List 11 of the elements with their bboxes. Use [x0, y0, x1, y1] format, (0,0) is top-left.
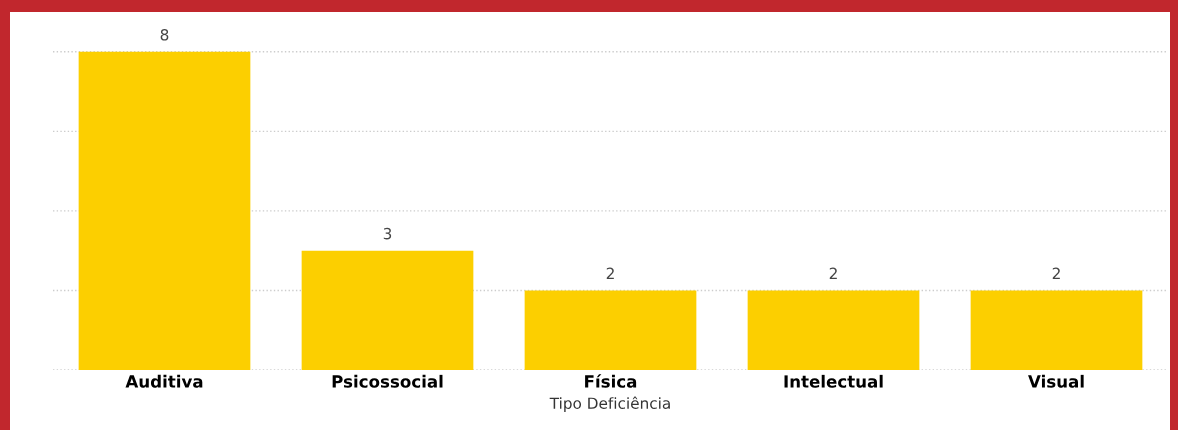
data-label: 2	[606, 267, 614, 279]
x-tick-label: Física	[585, 374, 637, 388]
data-label: 8	[160, 28, 169, 41]
x-tick-label: Psicossocial	[332, 374, 443, 388]
x-tick-label: Auditiva	[125, 374, 203, 388]
x-tick-label: Visual	[1028, 374, 1084, 388]
x-axis-title: Tipo Deficiência	[549, 396, 670, 412]
data-label: 3	[383, 227, 392, 240]
data-label: 2	[1052, 267, 1060, 279]
data-label: 2	[829, 267, 837, 279]
x-tick-label: Intelectual	[784, 374, 883, 388]
